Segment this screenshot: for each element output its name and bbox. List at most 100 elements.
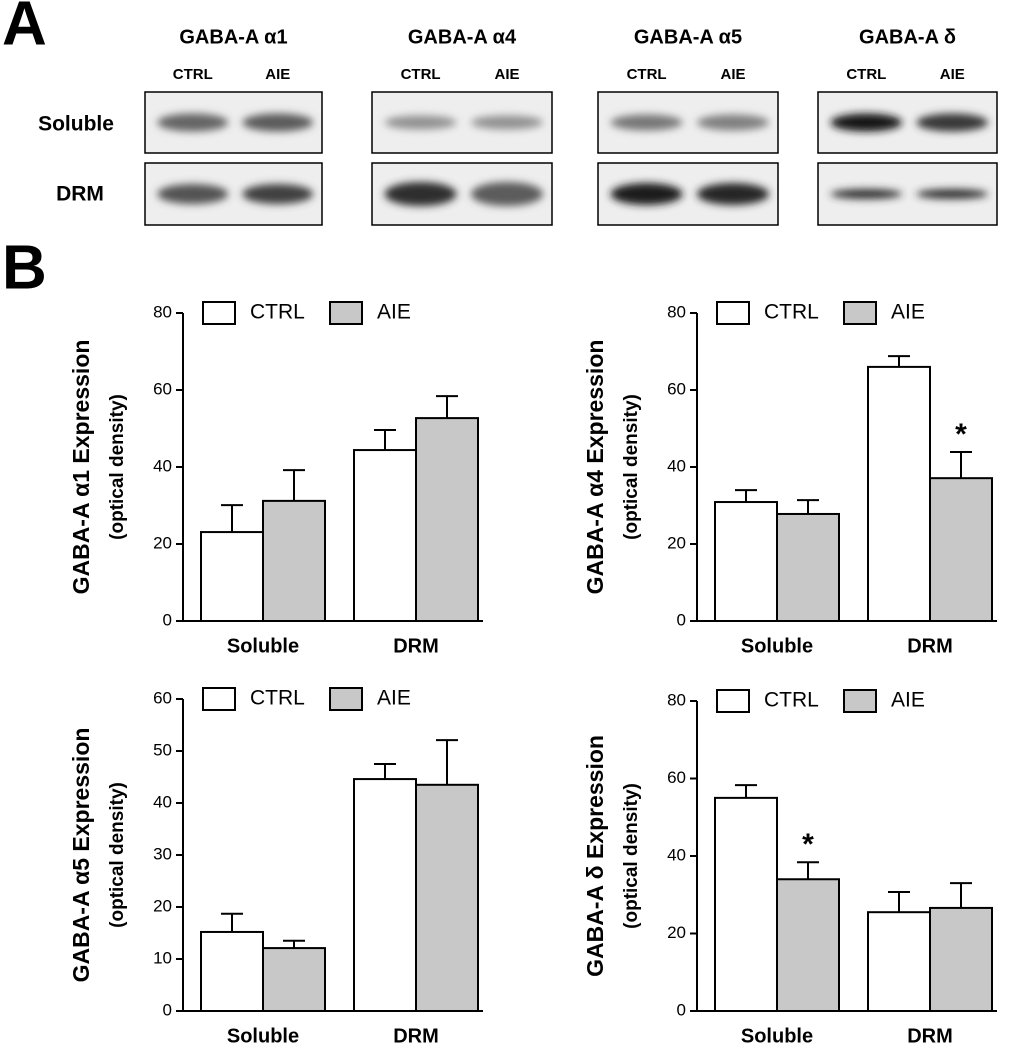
x-tick-label: DRM	[907, 1025, 953, 1047]
y-tick-label: 80	[153, 302, 172, 321]
x-tick-label: DRM	[393, 1025, 439, 1047]
y-tick-label: 60	[667, 379, 686, 398]
bar	[353, 449, 417, 622]
y-tick-label: 0	[163, 1000, 172, 1019]
error-bar	[797, 499, 819, 514]
blot-band	[610, 114, 683, 131]
y-tick-label: 20	[667, 533, 686, 552]
y-tick-label: 40	[153, 456, 172, 475]
legend-swatch	[202, 687, 236, 711]
blot-title: GABA-A δ	[859, 26, 956, 48]
error-bar	[374, 429, 396, 451]
bar	[714, 796, 778, 1012]
y-tick-label: 0	[163, 610, 172, 629]
y-tick-label: 40	[667, 845, 686, 864]
blot-band	[830, 189, 903, 199]
panel-label: B	[2, 233, 47, 302]
error-bar	[436, 395, 458, 419]
y-tick-label: 50	[153, 740, 172, 759]
blot-title: GABA-A α5	[634, 26, 742, 48]
legend-label: CTRL	[250, 687, 305, 710]
legend-swatch	[843, 301, 877, 325]
bar	[776, 512, 840, 622]
bar	[867, 911, 931, 1012]
legend-swatch	[329, 301, 363, 325]
y-tick-label: 20	[153, 533, 172, 552]
error-bar	[950, 450, 972, 479]
significance-marker: *	[955, 418, 967, 451]
y-axis-label: GABA-A α5 Expression	[68, 728, 94, 983]
bar	[200, 930, 264, 1013]
legend-swatch	[202, 301, 236, 325]
bar	[200, 531, 264, 622]
blot-band	[471, 115, 543, 130]
bar	[415, 417, 479, 623]
error-bar	[735, 489, 757, 503]
error-bar	[283, 939, 305, 949]
x-tick-label: DRM	[907, 635, 953, 657]
legend-swatch	[843, 689, 877, 713]
lane-label: AIE	[494, 66, 519, 83]
y-tick-label: 20	[667, 923, 686, 942]
legend-label: AIE	[891, 689, 925, 712]
blot-band	[610, 183, 683, 205]
error-bar	[374, 763, 396, 780]
legend-label: AIE	[377, 687, 411, 710]
blot-band	[157, 113, 229, 132]
significance-marker: *	[802, 828, 814, 861]
legend-label: CTRL	[250, 301, 305, 324]
y-tick-label: 60	[667, 768, 686, 787]
lane-label: CTRL	[173, 66, 213, 83]
y-tick-label: 80	[667, 690, 686, 709]
bar	[262, 947, 326, 1013]
y-tick-label: 80	[667, 302, 686, 321]
error-bar	[436, 739, 458, 785]
legend-label: CTRL	[764, 689, 819, 712]
lane-label: AIE	[265, 66, 290, 83]
y-axis-label: (optical density)	[621, 394, 642, 540]
blot-band	[697, 114, 769, 131]
row-label: DRM	[56, 183, 104, 206]
bar	[415, 783, 479, 1012]
blot-band	[916, 113, 989, 132]
y-axis-label: GABA-A α1 Expression	[68, 340, 94, 595]
x-tick-label: Soluble	[227, 635, 299, 657]
y-tick-label: 60	[153, 688, 172, 707]
y-axis-label: (optical density)	[107, 394, 128, 540]
y-tick-label: 60	[153, 379, 172, 398]
bar	[929, 477, 993, 623]
x-tick-label: Soluble	[741, 635, 813, 657]
legend-swatch	[716, 689, 750, 713]
blot-band	[242, 184, 314, 204]
panel-label: A	[2, 0, 47, 58]
lane-label: CTRL	[401, 66, 441, 83]
blot-title: GABA-A α4	[408, 26, 517, 48]
y-axis-label: GABA-A α4 Expression	[582, 340, 608, 595]
bar	[714, 501, 778, 622]
lane-label: AIE	[940, 66, 965, 83]
blot-band	[157, 184, 229, 204]
error-bar	[797, 861, 819, 880]
y-tick-label: 10	[153, 948, 172, 967]
blot-band	[830, 113, 903, 132]
legend-swatch	[716, 301, 750, 325]
bar	[867, 365, 931, 622]
bar	[353, 778, 417, 1013]
error-bar	[888, 355, 910, 367]
blot-band	[697, 183, 769, 205]
bar	[262, 499, 326, 623]
lane-label: CTRL	[846, 66, 886, 83]
x-tick-label: Soluble	[227, 1025, 299, 1047]
error-bar	[283, 469, 305, 501]
y-tick-label: 20	[153, 896, 172, 915]
blot-band	[242, 113, 314, 132]
y-tick-label: 30	[153, 844, 172, 863]
blot-band	[916, 189, 989, 199]
error-bar	[221, 504, 243, 533]
error-bar	[221, 912, 243, 932]
y-axis-label: GABA-A δ Expression	[582, 735, 608, 977]
x-tick-label: Soluble	[741, 1025, 813, 1047]
legend-label: CTRL	[764, 301, 819, 324]
lane-label: AIE	[720, 66, 745, 83]
